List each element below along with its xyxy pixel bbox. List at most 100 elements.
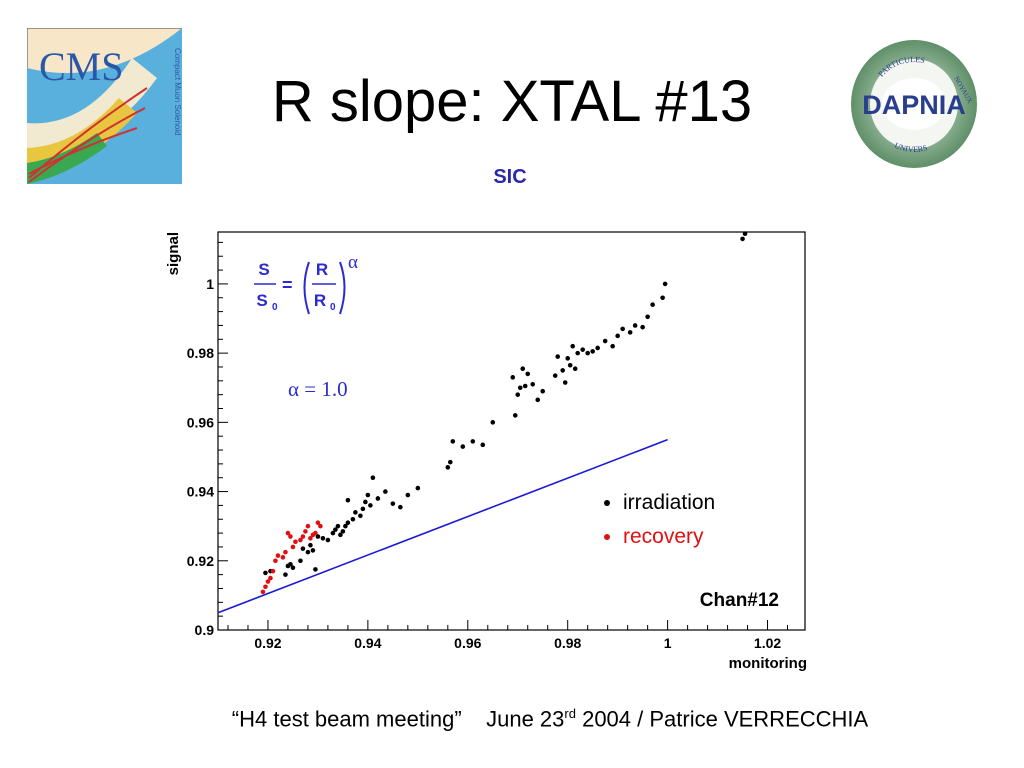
data-point-irradiation xyxy=(288,561,293,567)
data-point-irradiation xyxy=(562,380,568,385)
data-point-irradiation xyxy=(490,420,496,425)
data-point-irradiation xyxy=(570,343,575,349)
formula-equals: = xyxy=(282,275,293,295)
x-tick-label: 1.02 xyxy=(754,635,781,651)
data-points xyxy=(260,231,748,595)
data-point-irradiation xyxy=(470,439,476,444)
data-point-irradiation xyxy=(512,413,518,418)
data-point-irradiation xyxy=(640,324,645,330)
data-point-recovery xyxy=(303,529,308,534)
data-point-irradiation xyxy=(263,570,268,576)
data-point-irradiation xyxy=(345,520,351,526)
data-point-irradiation xyxy=(530,381,536,387)
legend-marker-recovery xyxy=(604,534,610,540)
data-point-irradiation xyxy=(335,523,341,529)
formula-lhs-den: S xyxy=(256,291,267,310)
footer-date-suffix: 2004 / Patrice VERRECCHIA xyxy=(575,706,869,732)
data-point-irradiation xyxy=(445,465,451,470)
data-point-recovery xyxy=(308,535,313,541)
data-point-irradiation xyxy=(375,496,381,501)
data-point-irradiation xyxy=(415,485,421,491)
data-point-irradiation xyxy=(390,501,396,506)
data-point-irradiation xyxy=(565,356,571,361)
data-point-irradiation xyxy=(345,497,351,503)
data-point-irradiation xyxy=(650,302,655,307)
data-point-recovery xyxy=(290,544,296,550)
y-tick-label: 0.94 xyxy=(187,484,214,500)
data-point-irradiation xyxy=(290,565,296,571)
x-axis-label: monitoring xyxy=(729,655,807,672)
data-point-irradiation xyxy=(575,350,580,356)
data-point-irradiation xyxy=(448,459,453,465)
data-point-irradiation xyxy=(398,504,403,510)
x-tick-label: 0.92 xyxy=(254,635,281,651)
dapnia-logo-text: DAPNIA xyxy=(862,90,966,120)
data-point-recovery xyxy=(275,553,281,558)
data-point-recovery xyxy=(273,558,278,564)
plot-frame xyxy=(217,231,806,631)
data-point-irradiation xyxy=(283,572,288,577)
data-point-irradiation xyxy=(645,314,650,320)
formula: S S 0 = R R 0 α xyxy=(254,252,358,315)
cms-logo-subtext: Compact Muon Solenoid xyxy=(173,48,182,136)
y-axis-label: signal xyxy=(165,232,182,275)
formula-lhs-num: S xyxy=(258,260,269,279)
formula-rhs-den: R xyxy=(314,291,326,310)
data-point-irradiation xyxy=(325,537,331,543)
formula-exponent: α xyxy=(348,252,358,273)
formula-rhs-num: R xyxy=(316,260,328,279)
data-point-irradiation xyxy=(365,492,371,498)
axis-ticks: 0.92 0.94 0.96 0.98 1 1.02 0.9 0.92 0.94 0.96 0.98… xyxy=(187,241,789,651)
data-point-irradiation xyxy=(560,368,566,373)
data-point-irradiation xyxy=(305,549,311,555)
y-tick-label: 0.9 xyxy=(195,622,215,638)
data-point-irradiation xyxy=(300,546,306,551)
data-point-irradiation xyxy=(405,492,411,498)
data-point-irradiation xyxy=(330,530,336,536)
data-point-irradiation xyxy=(627,330,633,335)
slide-subtitle: SIC xyxy=(493,166,527,188)
data-point-irradiation xyxy=(552,373,558,378)
data-point-irradiation xyxy=(660,295,665,301)
data-point-irradiation xyxy=(620,326,625,332)
data-point-irradiation xyxy=(615,333,620,339)
data-point-irradiation xyxy=(632,323,638,328)
cms-logo: CMS Compact Muon Solenoid xyxy=(27,28,182,184)
data-point-recovery xyxy=(280,555,286,560)
footer-date-sup: rd xyxy=(564,706,576,721)
y-tick-label: 0.96 xyxy=(187,414,214,430)
data-point-irradiation xyxy=(315,534,321,539)
data-point-irradiation xyxy=(515,392,521,397)
data-point-irradiation xyxy=(358,513,363,519)
y-tick-label: 1 xyxy=(206,276,214,292)
data-point-recovery xyxy=(315,520,321,526)
data-point-irradiation xyxy=(610,343,615,349)
data-point-recovery xyxy=(293,539,298,545)
alpha-value-label: α = 1.0 xyxy=(288,377,348,401)
data-point-irradiation xyxy=(535,397,541,403)
legend-label-recovery: recovery xyxy=(623,525,704,548)
data-point-irradiation xyxy=(520,366,526,372)
data-point-irradiation xyxy=(368,503,373,508)
data-point-recovery xyxy=(318,523,323,529)
data-point-recovery xyxy=(283,549,288,555)
data-point-irradiation xyxy=(363,499,368,505)
data-point-irradiation xyxy=(517,385,523,391)
data-point-irradiation xyxy=(298,558,303,564)
data-point-irradiation xyxy=(333,527,338,532)
data-point-irradiation xyxy=(742,231,748,237)
data-point-irradiation xyxy=(313,567,318,572)
slide-footer: “H4 test beam meeting” June 23rd 2004 / … xyxy=(150,706,950,732)
data-point-irradiation xyxy=(595,345,600,351)
data-point-irradiation xyxy=(567,362,573,368)
data-point-recovery xyxy=(268,575,273,581)
data-point-irradiation xyxy=(510,375,516,380)
data-point-irradiation xyxy=(602,338,608,344)
y-tick-label: 0.98 xyxy=(187,345,214,361)
data-point-irradiation xyxy=(343,523,348,529)
formula-rhs-den-sub: 0 xyxy=(330,302,336,313)
channel-annotation: Chan#12 xyxy=(700,590,779,611)
formula-lhs-den-sub: 0 xyxy=(272,302,278,313)
data-point-recovery xyxy=(263,584,268,590)
